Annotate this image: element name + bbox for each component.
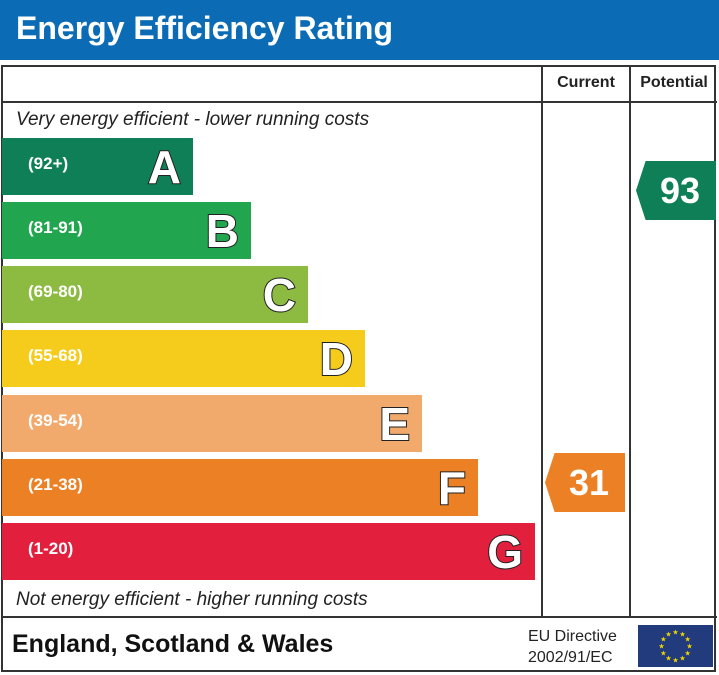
eu-star-icon: ★ [665, 630, 671, 638]
eu-star-icon: ★ [660, 636, 666, 644]
current-column-header: Current [557, 74, 615, 91]
potential-rating-arrow: 93 [636, 161, 716, 220]
footer-divider [1, 616, 717, 618]
eu-star-icon: ★ [679, 630, 685, 638]
eu-flag-icon: ★ ★★★★★★★★★★★ [638, 625, 713, 667]
band-range: (81-91) [28, 218, 83, 237]
header-divider [1, 101, 717, 103]
eu-star-icon: ★ [658, 643, 664, 651]
top-note: Very energy efficient - lower running co… [16, 109, 370, 130]
band-letter: C [262, 268, 297, 322]
band-letter: F [437, 461, 467, 515]
band-letter: B [205, 204, 240, 258]
band-d: (55-68) D [2, 330, 365, 387]
band-letter: A [147, 140, 182, 194]
band-range: (55-68) [28, 346, 83, 365]
eu-directive: EU Directive 2002/91/EC [528, 626, 617, 668]
band-range: (69-80) [28, 282, 83, 301]
band-letter: E [378, 397, 411, 451]
eu-directive-line1: EU Directive [528, 628, 617, 645]
potential-column-header: Potential [640, 74, 708, 91]
band-range: (21-38) [28, 475, 83, 494]
eu-star-icon: ★ [686, 643, 692, 651]
bottom-note: Not energy efficient - higher running co… [16, 589, 368, 610]
current-column-divider [541, 65, 543, 617]
eu-star-icon: ★ [684, 650, 690, 658]
potential-column-divider [629, 65, 631, 617]
band-range: (92+) [28, 154, 69, 173]
eu-star-icon: ★ [672, 629, 678, 637]
current-rating-arrow: 31 [545, 453, 625, 512]
band-a: (92+) A [2, 138, 193, 195]
title-bar [0, 0, 719, 60]
band-c: (69-80) C [2, 266, 308, 323]
band-g: (1-20) G [2, 523, 535, 580]
band-letter: G [486, 525, 524, 579]
band-b: (81-91) B [2, 202, 251, 259]
eu-star-icon: ★ [679, 655, 685, 663]
band-letter: D [319, 332, 354, 386]
eu-star-icon: ★ [672, 657, 678, 665]
region-label: England, Scotland & Wales [12, 630, 334, 658]
eu-star-icon: ★ [684, 636, 690, 644]
band-f: (21-38) F [2, 459, 478, 516]
eu-star-icon: ★ [665, 655, 671, 663]
eu-star-icon: ★ [660, 650, 666, 658]
band-range: (39-54) [28, 411, 83, 430]
chart-title: Energy Efficiency Rating [16, 10, 393, 46]
eu-directive-line2: 2002/91/EC [528, 649, 613, 666]
band-range: (1-20) [28, 539, 74, 558]
band-e: (39-54) E [2, 395, 422, 452]
